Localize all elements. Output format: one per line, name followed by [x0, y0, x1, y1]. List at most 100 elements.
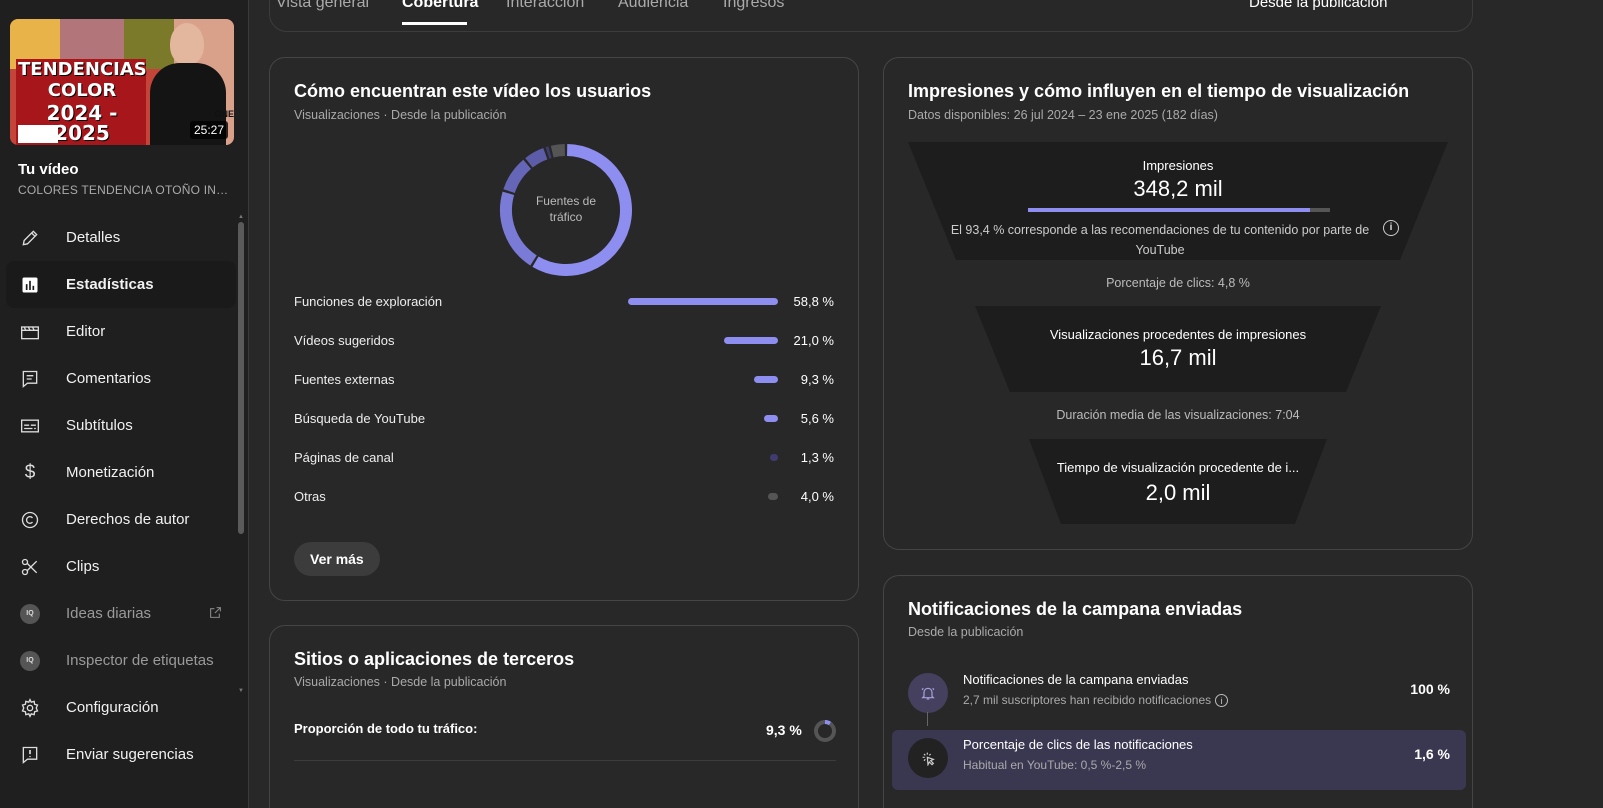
donut-slice[interactable] — [503, 159, 532, 194]
traffic-source-pct: 5,6 % — [800, 411, 834, 426]
sidebar-item-label: Comentarios — [66, 370, 152, 387]
scroll-down-arrow[interactable]: ▼ — [238, 688, 244, 694]
card-subtitle: Datos disponibles: 26 jul 2024 – 23 ene … — [908, 108, 1218, 122]
see-more-button[interactable]: Ver más — [294, 542, 380, 576]
thumbnail-text: 2024 - 2025 — [46, 101, 118, 145]
card-title: Sitios o aplicaciones de terceros — [294, 649, 575, 669]
traffic-source-row[interactable]: Páginas de canal 1,3 % — [294, 448, 834, 468]
traffic-source-name: Vídeos sugeridos — [294, 333, 395, 348]
card-title: Impresiones y cómo influyen en el tiempo… — [908, 81, 1410, 101]
traffic-donut-chart[interactable] — [498, 142, 634, 278]
donut-slice[interactable] — [525, 148, 548, 168]
traffic-source-row[interactable]: Otras 4,0 % — [294, 487, 834, 507]
sidebar-item-settings[interactable]: Configuración — [6, 684, 236, 731]
date-range-selector[interactable]: Desde la publicación — [1249, 0, 1388, 11]
bell-sent-row[interactable]: Notificaciones de la campana enviadas 2,… — [892, 665, 1466, 725]
traffic-source-row[interactable]: Fuentes externas 9,3 % — [294, 370, 834, 390]
sidebar-item-label: Inspector de etiquetas — [66, 652, 214, 669]
scissors-icon — [20, 557, 40, 577]
traffic-share-label: Proporción de todo tu tráfico: — [294, 721, 478, 736]
analytics-icon — [20, 275, 40, 295]
sidebar-item-comments[interactable]: Comentarios — [6, 355, 236, 402]
vidiq-icon: IQ — [20, 650, 40, 671]
vidiq-badge: IQ — [20, 603, 40, 624]
vidiq-icon: IQ — [20, 603, 40, 624]
click-icon — [908, 738, 948, 778]
recommended-share-bar — [1028, 208, 1330, 212]
traffic-source-bar — [768, 493, 778, 500]
feedback-icon — [20, 745, 40, 765]
impressions-funnel-card: Impresiones y cómo influyen en el tiempo… — [883, 57, 1473, 550]
bell-ctr-row[interactable]: Porcentaje de clics de las notificacione… — [892, 730, 1466, 790]
third-party-card: Sitios o aplicaciones de terceros Visual… — [269, 625, 859, 808]
sidebar-item-subtitles[interactable]: Subtítulos — [6, 402, 236, 449]
watch-time-label: Tiempo de visualización procedente de i.… — [1056, 460, 1300, 475]
bell-row-desc-text: 2,7 mil suscriptores han recibido notifi… — [963, 693, 1212, 707]
traffic-source-pct: 21,0 % — [793, 333, 834, 348]
tab-engagement[interactable]: Interacción — [506, 0, 585, 11]
donut-label-line: tráfico — [549, 210, 583, 224]
tab-overview[interactable]: Vista general — [276, 0, 370, 11]
share-ring-track — [814, 720, 836, 742]
traffic-source-pct: 4,0 % — [800, 489, 834, 504]
vidiq-badge: IQ — [20, 650, 40, 671]
sidebar-item-details[interactable]: Detalles — [6, 214, 236, 261]
views-label: Visualizaciones procedentes de impresion… — [1049, 327, 1307, 342]
impressions-value[interactable]: 348,2 mil — [1133, 176, 1223, 201]
card-title: Cómo encuentran este vídeo los usuarios — [294, 81, 652, 101]
card-subtitle: Visualizaciones · Desde la publicación — [294, 108, 507, 122]
ctr-text: Porcentaje de clics: 4,8 % — [1106, 276, 1250, 290]
sidebar-item-feedback[interactable]: Enviar sugerencias — [6, 731, 236, 778]
traffic-share-ring — [814, 720, 836, 742]
sidebar: TENDENCIAS COLOR 2024 - 2025 ONE 25:27 T… — [0, 0, 249, 808]
sidebar-item-tag-inspector[interactable]: IQ Inspector de etiquetas — [6, 637, 236, 684]
tabs-frame — [269, 0, 1473, 32]
scroll-up-arrow[interactable]: ▲ — [238, 214, 244, 220]
recommended-note: El 93,4 % corresponde a las recomendacio… — [950, 223, 1370, 257]
sidebar-item-daily-ideas[interactable]: IQ Ideas diarias — [6, 590, 236, 637]
traffic-source-pct: 1,3 % — [800, 450, 834, 465]
sidebar-item-label: Monetización — [66, 464, 155, 481]
sidebar-item-label: Editor — [66, 323, 106, 340]
sidebar-item-analytics[interactable]: Estadísticas — [6, 261, 236, 308]
donut-slice[interactable] — [500, 191, 537, 266]
sidebar-item-label: Subtítulos — [66, 417, 133, 434]
impressions-label: Impresiones — [1142, 158, 1214, 173]
donut-slice[interactable] — [550, 144, 566, 158]
bell-row-desc: 2,7 mil suscriptores han recibido notifi… — [963, 693, 1229, 708]
sidebar-item-copyright[interactable]: Derechos de autor — [6, 496, 236, 543]
tab-reach[interactable]: Cobertura — [402, 0, 479, 11]
video-thumbnail[interactable]: TENDENCIAS COLOR 2024 - 2025 ONE 25:27 — [10, 19, 234, 145]
thumbnail-text: TENDENCIAS — [18, 59, 147, 80]
traffic-donut-svg — [500, 144, 632, 276]
donut-slice[interactable] — [545, 146, 552, 159]
sidebar-item-clips[interactable]: Clips — [6, 543, 236, 590]
sidebar-item-editor[interactable]: Editor — [6, 308, 236, 355]
sidebar-scrollbar[interactable] — [238, 222, 244, 534]
copyright-icon — [20, 510, 40, 530]
thumbnail-text: COLOR — [47, 80, 117, 101]
donut-slice[interactable] — [532, 144, 632, 276]
tab-audience[interactable]: Audiencia — [618, 0, 689, 11]
traffic-source-bar — [770, 454, 778, 461]
donut-label-line: Fuentes de — [535, 194, 597, 208]
traffic-source-row[interactable]: Búsqueda de YouTube 5,6 % — [294, 409, 834, 429]
dollar-icon: $ — [24, 461, 36, 483]
sidebar-item-monetization[interactable]: $ Monetización — [6, 449, 236, 496]
info-icon[interactable]: i — [1215, 694, 1229, 708]
avg-duration-text: Duración media de las visualizaciones: 7… — [1056, 408, 1300, 422]
traffic-source-row[interactable]: Vídeos sugeridos 21,0 % — [294, 331, 834, 351]
info-icon[interactable]: i — [1383, 220, 1399, 236]
tab-revenue[interactable]: Ingresos — [723, 0, 785, 11]
traffic-source-row[interactable]: Funciones de exploración 58,8 % — [294, 292, 834, 312]
watch-time-value[interactable]: 2,0 mil — [1145, 480, 1211, 505]
views-value[interactable]: 16,7 mil — [1139, 345, 1217, 370]
traffic-source-bar — [724, 337, 778, 344]
thumbnail-corner-text: ONE — [214, 109, 234, 119]
traffic-source-name: Otras — [294, 489, 326, 504]
sidebar-item-label: Enviar sugerencias — [66, 746, 194, 763]
video-title: COLORES TENDENCIA OTOÑO INVIE... — [18, 183, 230, 197]
bell-icon — [908, 673, 948, 713]
thumbnail-mini-card — [18, 125, 58, 143]
